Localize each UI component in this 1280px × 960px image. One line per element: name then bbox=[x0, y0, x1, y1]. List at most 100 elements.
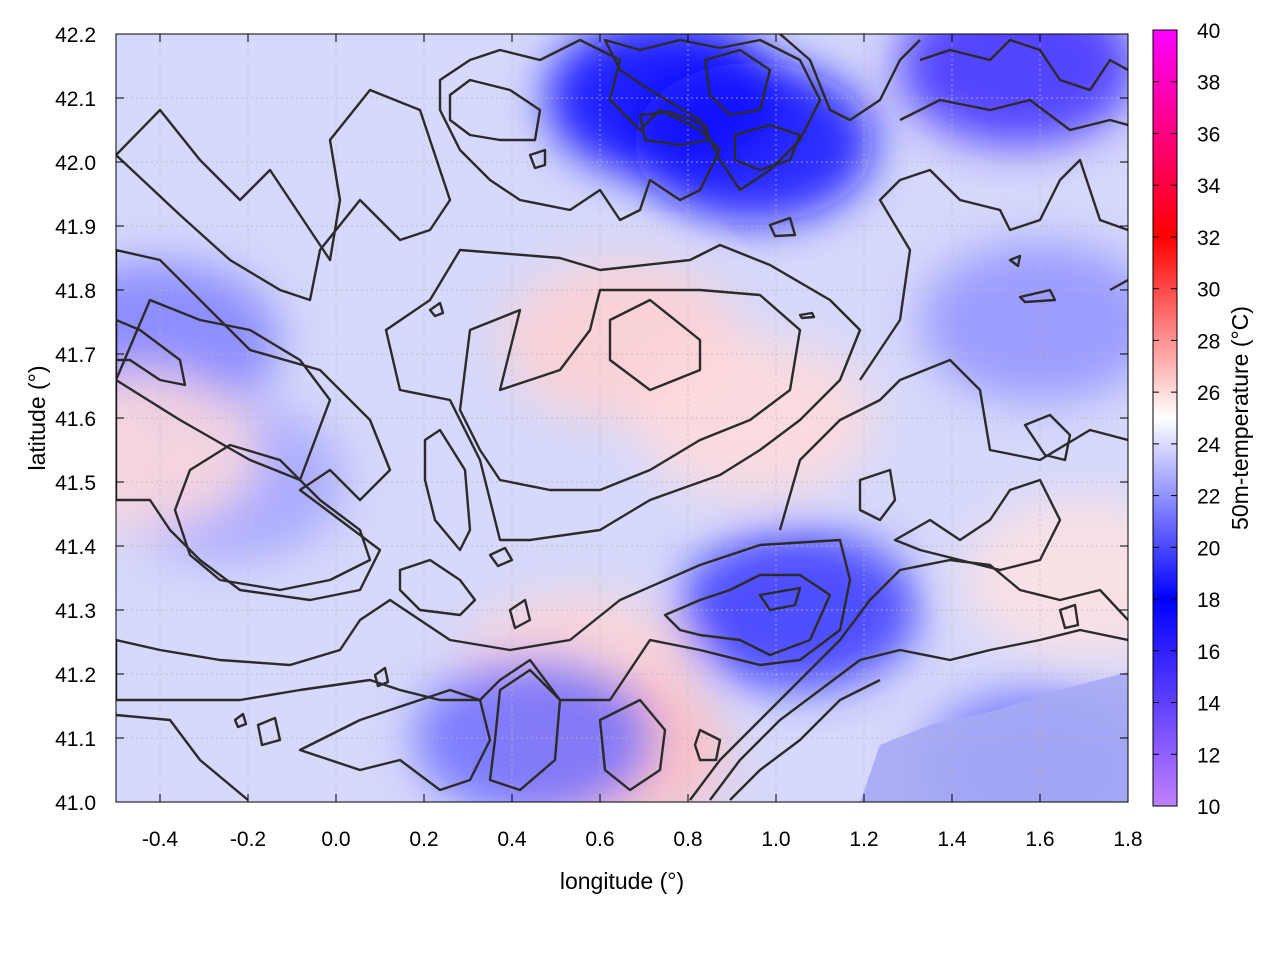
contour-line bbox=[859, 158, 1128, 381]
colorbar-tick-label: 40 bbox=[1197, 20, 1220, 43]
contour-line bbox=[298, 688, 492, 792]
x-tick-label: 0.4 bbox=[497, 828, 527, 851]
y-tick-label: 41.0 bbox=[55, 792, 96, 815]
y-tick-label: 41.2 bbox=[55, 664, 96, 687]
contour-line bbox=[373, 666, 390, 688]
contour-line bbox=[116, 298, 332, 482]
y-tick-label: 42.2 bbox=[55, 24, 96, 47]
x-tick-label: -0.4 bbox=[142, 828, 179, 851]
contour-line bbox=[703, 48, 772, 117]
contour-line bbox=[508, 598, 532, 630]
contour-line bbox=[1023, 413, 1072, 462]
y-axis-ticks: 41.0 41.1 41.2 41.3 41.4 41.5 41.6 41.7 41.8 41.9… bbox=[55, 24, 1128, 815]
contour-lines bbox=[116, 34, 1128, 801]
contour-line bbox=[919, 38, 1128, 92]
y-tick-label: 41.4 bbox=[55, 536, 96, 559]
x-tick-label: 1.8 bbox=[1113, 828, 1142, 851]
contour-line bbox=[709, 628, 1128, 801]
colorbar-tick-label: 28 bbox=[1197, 330, 1220, 353]
colorbar-tick-label: 38 bbox=[1197, 72, 1220, 95]
heatmap-regions bbox=[116, 34, 1128, 802]
heatmap-region bbox=[634, 62, 874, 223]
x-tick-label: 0.2 bbox=[409, 828, 438, 851]
y-axis-label: latitude (°) bbox=[24, 365, 50, 470]
colorbar-tick-label: 24 bbox=[1197, 434, 1221, 457]
contour-line bbox=[384, 243, 862, 542]
contour-line bbox=[689, 558, 1128, 801]
contour-line bbox=[528, 148, 547, 170]
contour-line bbox=[603, 38, 822, 192]
contour-line bbox=[1109, 278, 1128, 292]
contour-line bbox=[598, 698, 667, 792]
contour-line bbox=[858, 468, 897, 522]
contour-line bbox=[448, 78, 542, 142]
y-tick-label: 41.1 bbox=[55, 728, 96, 751]
heatmap-region bbox=[898, 34, 1128, 146]
contour-line bbox=[173, 443, 372, 592]
contour-line bbox=[899, 98, 1128, 132]
colorbar-tick-label: 34 bbox=[1197, 175, 1221, 198]
x-tick-label: 1.4 bbox=[937, 828, 967, 851]
contour-line bbox=[1058, 603, 1080, 630]
colorbar-tick-label: 20 bbox=[1197, 537, 1220, 560]
contour-line bbox=[116, 88, 452, 302]
y-tick-label: 42.1 bbox=[55, 88, 96, 111]
y-tick-label: 41.9 bbox=[55, 216, 96, 239]
contour-line bbox=[663, 573, 832, 657]
contour-line bbox=[398, 558, 477, 617]
heatmap-region bbox=[920, 242, 1128, 402]
heatmap-region bbox=[964, 498, 1128, 658]
contour-line bbox=[1008, 254, 1022, 268]
colorbar-tick-label: 18 bbox=[1197, 589, 1220, 612]
colorbar: 10 12 14 16 18 20 22 24 26 28 30 32 34 36 38 40 50m-tem… bbox=[1152, 20, 1253, 819]
x-tick-label: 0.0 bbox=[321, 828, 350, 851]
heatmap-region bbox=[116, 370, 258, 530]
x-tick-label: 1.2 bbox=[849, 828, 878, 851]
contour-line bbox=[116, 318, 187, 387]
colorbar-tick-label: 26 bbox=[1197, 382, 1220, 405]
y-tick-label: 41.5 bbox=[55, 472, 96, 495]
contour-line bbox=[256, 716, 282, 747]
colorbar-tick-label: 16 bbox=[1197, 641, 1220, 664]
heatmap-region bbox=[414, 658, 654, 802]
y-tick-label: 41.6 bbox=[55, 408, 96, 431]
colorbar-tick-label: 36 bbox=[1197, 123, 1220, 146]
contour-line bbox=[423, 428, 472, 552]
colorbar-tick-label: 32 bbox=[1197, 227, 1220, 250]
contour-line bbox=[893, 478, 1062, 572]
contour-line bbox=[428, 301, 445, 318]
contour-line bbox=[233, 712, 248, 729]
contour-line bbox=[778, 358, 1128, 531]
y-tick-label: 42.0 bbox=[55, 152, 96, 175]
contour-line bbox=[693, 728, 722, 762]
x-tick-label: 0.6 bbox=[585, 828, 614, 851]
x-axis-label: longitude (°) bbox=[560, 868, 684, 894]
colorbar-gradient bbox=[1152, 29, 1178, 807]
contour-line bbox=[733, 123, 802, 172]
colorbar-ticks: 10 12 14 16 18 20 22 24 26 28 30 32 34 36 38 40 bbox=[1153, 20, 1221, 819]
y-tick-label: 41.7 bbox=[55, 344, 96, 367]
contour-line bbox=[779, 34, 921, 122]
contour-line bbox=[438, 38, 722, 222]
colorbar-tick-label: 12 bbox=[1197, 744, 1220, 767]
contour-line bbox=[798, 311, 816, 320]
colorbar-tick-label: 10 bbox=[1197, 796, 1220, 819]
contour-line bbox=[768, 216, 797, 238]
colorbar-tick-label: 22 bbox=[1197, 486, 1220, 509]
contour-line bbox=[488, 546, 514, 568]
colorbar-tick-label: 30 bbox=[1197, 279, 1220, 302]
contour-line bbox=[608, 298, 702, 392]
contour-line bbox=[488, 668, 562, 792]
y-tick-label: 41.8 bbox=[55, 280, 96, 303]
contour-line bbox=[729, 678, 881, 801]
contour-line bbox=[1018, 288, 1057, 304]
sea-region bbox=[860, 672, 1128, 802]
y-tick-label: 41.3 bbox=[55, 600, 96, 623]
colorbar-label: 50m-temperature (°C) bbox=[1227, 306, 1253, 530]
contour-line bbox=[116, 713, 249, 801]
contour-line bbox=[116, 248, 392, 602]
contour-line bbox=[758, 586, 802, 612]
x-tick-label: -0.2 bbox=[230, 828, 266, 851]
colorbar-tick-label: 14 bbox=[1197, 693, 1221, 716]
